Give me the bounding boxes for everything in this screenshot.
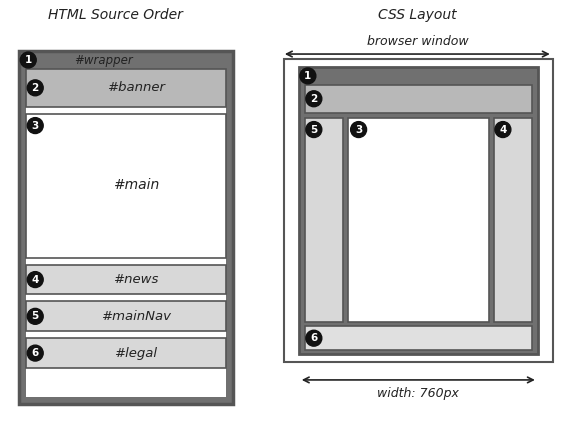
Circle shape [28, 272, 43, 288]
Text: 2: 2 [310, 94, 318, 104]
Bar [305, 85, 532, 113]
Text: 3: 3 [31, 120, 39, 131]
Text: HTML Source Order: HTML Source Order [48, 8, 183, 22]
Text: #mainNav: #mainNav [101, 310, 171, 323]
Circle shape [28, 345, 43, 361]
Bar [494, 118, 532, 322]
Circle shape [28, 308, 43, 324]
Circle shape [306, 91, 322, 107]
Text: 5: 5 [310, 125, 318, 135]
Text: 5: 5 [31, 311, 39, 321]
Text: #main: #main [112, 178, 159, 192]
Circle shape [306, 122, 322, 138]
Circle shape [28, 80, 43, 96]
Circle shape [351, 122, 366, 138]
Bar [284, 59, 552, 362]
Text: 6: 6 [310, 333, 318, 343]
Bar [26, 265, 226, 295]
Text: #legal: #legal [114, 347, 157, 359]
Text: 1: 1 [25, 55, 32, 65]
Text: width: 760px: width: 760px [377, 387, 459, 400]
Circle shape [495, 122, 511, 138]
Text: 4: 4 [31, 275, 39, 285]
Bar [348, 118, 489, 322]
Text: CSS Layout: CSS Layout [378, 8, 457, 22]
Text: 3: 3 [355, 125, 362, 135]
Bar [305, 326, 532, 350]
Text: #wrapper: #wrapper [74, 53, 133, 67]
Text: 1: 1 [304, 71, 311, 81]
Bar [299, 67, 538, 354]
Circle shape [306, 330, 322, 346]
Text: #banner: #banner [107, 81, 165, 94]
Bar [26, 69, 226, 107]
Bar [26, 114, 226, 258]
Text: 4: 4 [499, 125, 506, 135]
Bar [305, 118, 343, 322]
Circle shape [28, 118, 43, 134]
Text: 2: 2 [31, 83, 39, 93]
Bar [26, 69, 226, 397]
Text: browser window: browser window [366, 35, 468, 48]
Bar [26, 338, 226, 368]
Text: 6: 6 [31, 348, 39, 358]
Bar [26, 301, 226, 331]
Bar [19, 51, 233, 404]
Circle shape [300, 68, 316, 84]
Circle shape [20, 52, 36, 68]
Text: #news: #news [113, 273, 158, 286]
